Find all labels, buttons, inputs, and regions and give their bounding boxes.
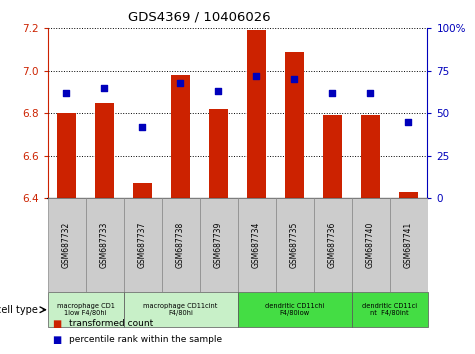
Point: [253, 73, 260, 79]
Bar: [285, 52, 304, 198]
Point: [405, 119, 412, 125]
Bar: [95, 103, 114, 198]
Bar: [247, 30, 266, 198]
Text: GSM687736: GSM687736: [328, 222, 337, 268]
Text: GSM687737: GSM687737: [138, 222, 147, 268]
Bar: [276, 198, 314, 292]
Bar: [390, 198, 428, 292]
Point: [101, 85, 108, 91]
Text: GDS4369 / 10406026: GDS4369 / 10406026: [128, 11, 271, 24]
Bar: [209, 109, 228, 198]
Bar: [86, 198, 124, 292]
Text: GSM687732: GSM687732: [62, 222, 71, 268]
Bar: [162, 198, 199, 292]
Bar: [124, 292, 238, 327]
Bar: [238, 198, 276, 292]
Point: [177, 80, 184, 86]
Bar: [399, 192, 418, 198]
Text: macrophage CD11cint
F4/80hi: macrophage CD11cint F4/80hi: [143, 303, 218, 316]
Text: cell type: cell type: [0, 305, 38, 315]
Text: GSM687734: GSM687734: [252, 222, 261, 268]
Bar: [238, 292, 352, 327]
Bar: [124, 198, 162, 292]
Point: [291, 76, 298, 82]
Bar: [361, 115, 380, 198]
Bar: [48, 198, 86, 292]
Text: GSM687741: GSM687741: [404, 222, 413, 268]
Bar: [352, 198, 390, 292]
Text: percentile rank within the sample: percentile rank within the sample: [69, 335, 222, 344]
Text: GSM687740: GSM687740: [366, 222, 375, 268]
Bar: [200, 198, 238, 292]
Text: ■: ■: [52, 319, 61, 329]
Text: GSM687738: GSM687738: [176, 222, 185, 268]
Bar: [57, 113, 76, 198]
Point: [215, 88, 222, 94]
Point: [329, 90, 336, 96]
Point: [139, 124, 146, 130]
Bar: [323, 115, 342, 198]
Bar: [171, 75, 190, 198]
Point: [367, 90, 374, 96]
Bar: [314, 198, 352, 292]
Bar: [133, 183, 152, 198]
Text: ■: ■: [52, 335, 61, 345]
Text: GSM687735: GSM687735: [290, 222, 299, 268]
Text: GSM687739: GSM687739: [214, 222, 223, 268]
Text: dendritic CD11chi
F4/80low: dendritic CD11chi F4/80low: [265, 303, 324, 316]
Text: transformed count: transformed count: [69, 319, 153, 329]
Bar: [352, 292, 428, 327]
Point: [63, 90, 70, 96]
Text: dendritic CD11ci
nt  F4/80int: dendritic CD11ci nt F4/80int: [362, 303, 417, 316]
Bar: [48, 292, 124, 327]
Text: GSM687733: GSM687733: [100, 222, 109, 268]
Text: macrophage CD1
1low F4/80hi: macrophage CD1 1low F4/80hi: [57, 303, 114, 316]
